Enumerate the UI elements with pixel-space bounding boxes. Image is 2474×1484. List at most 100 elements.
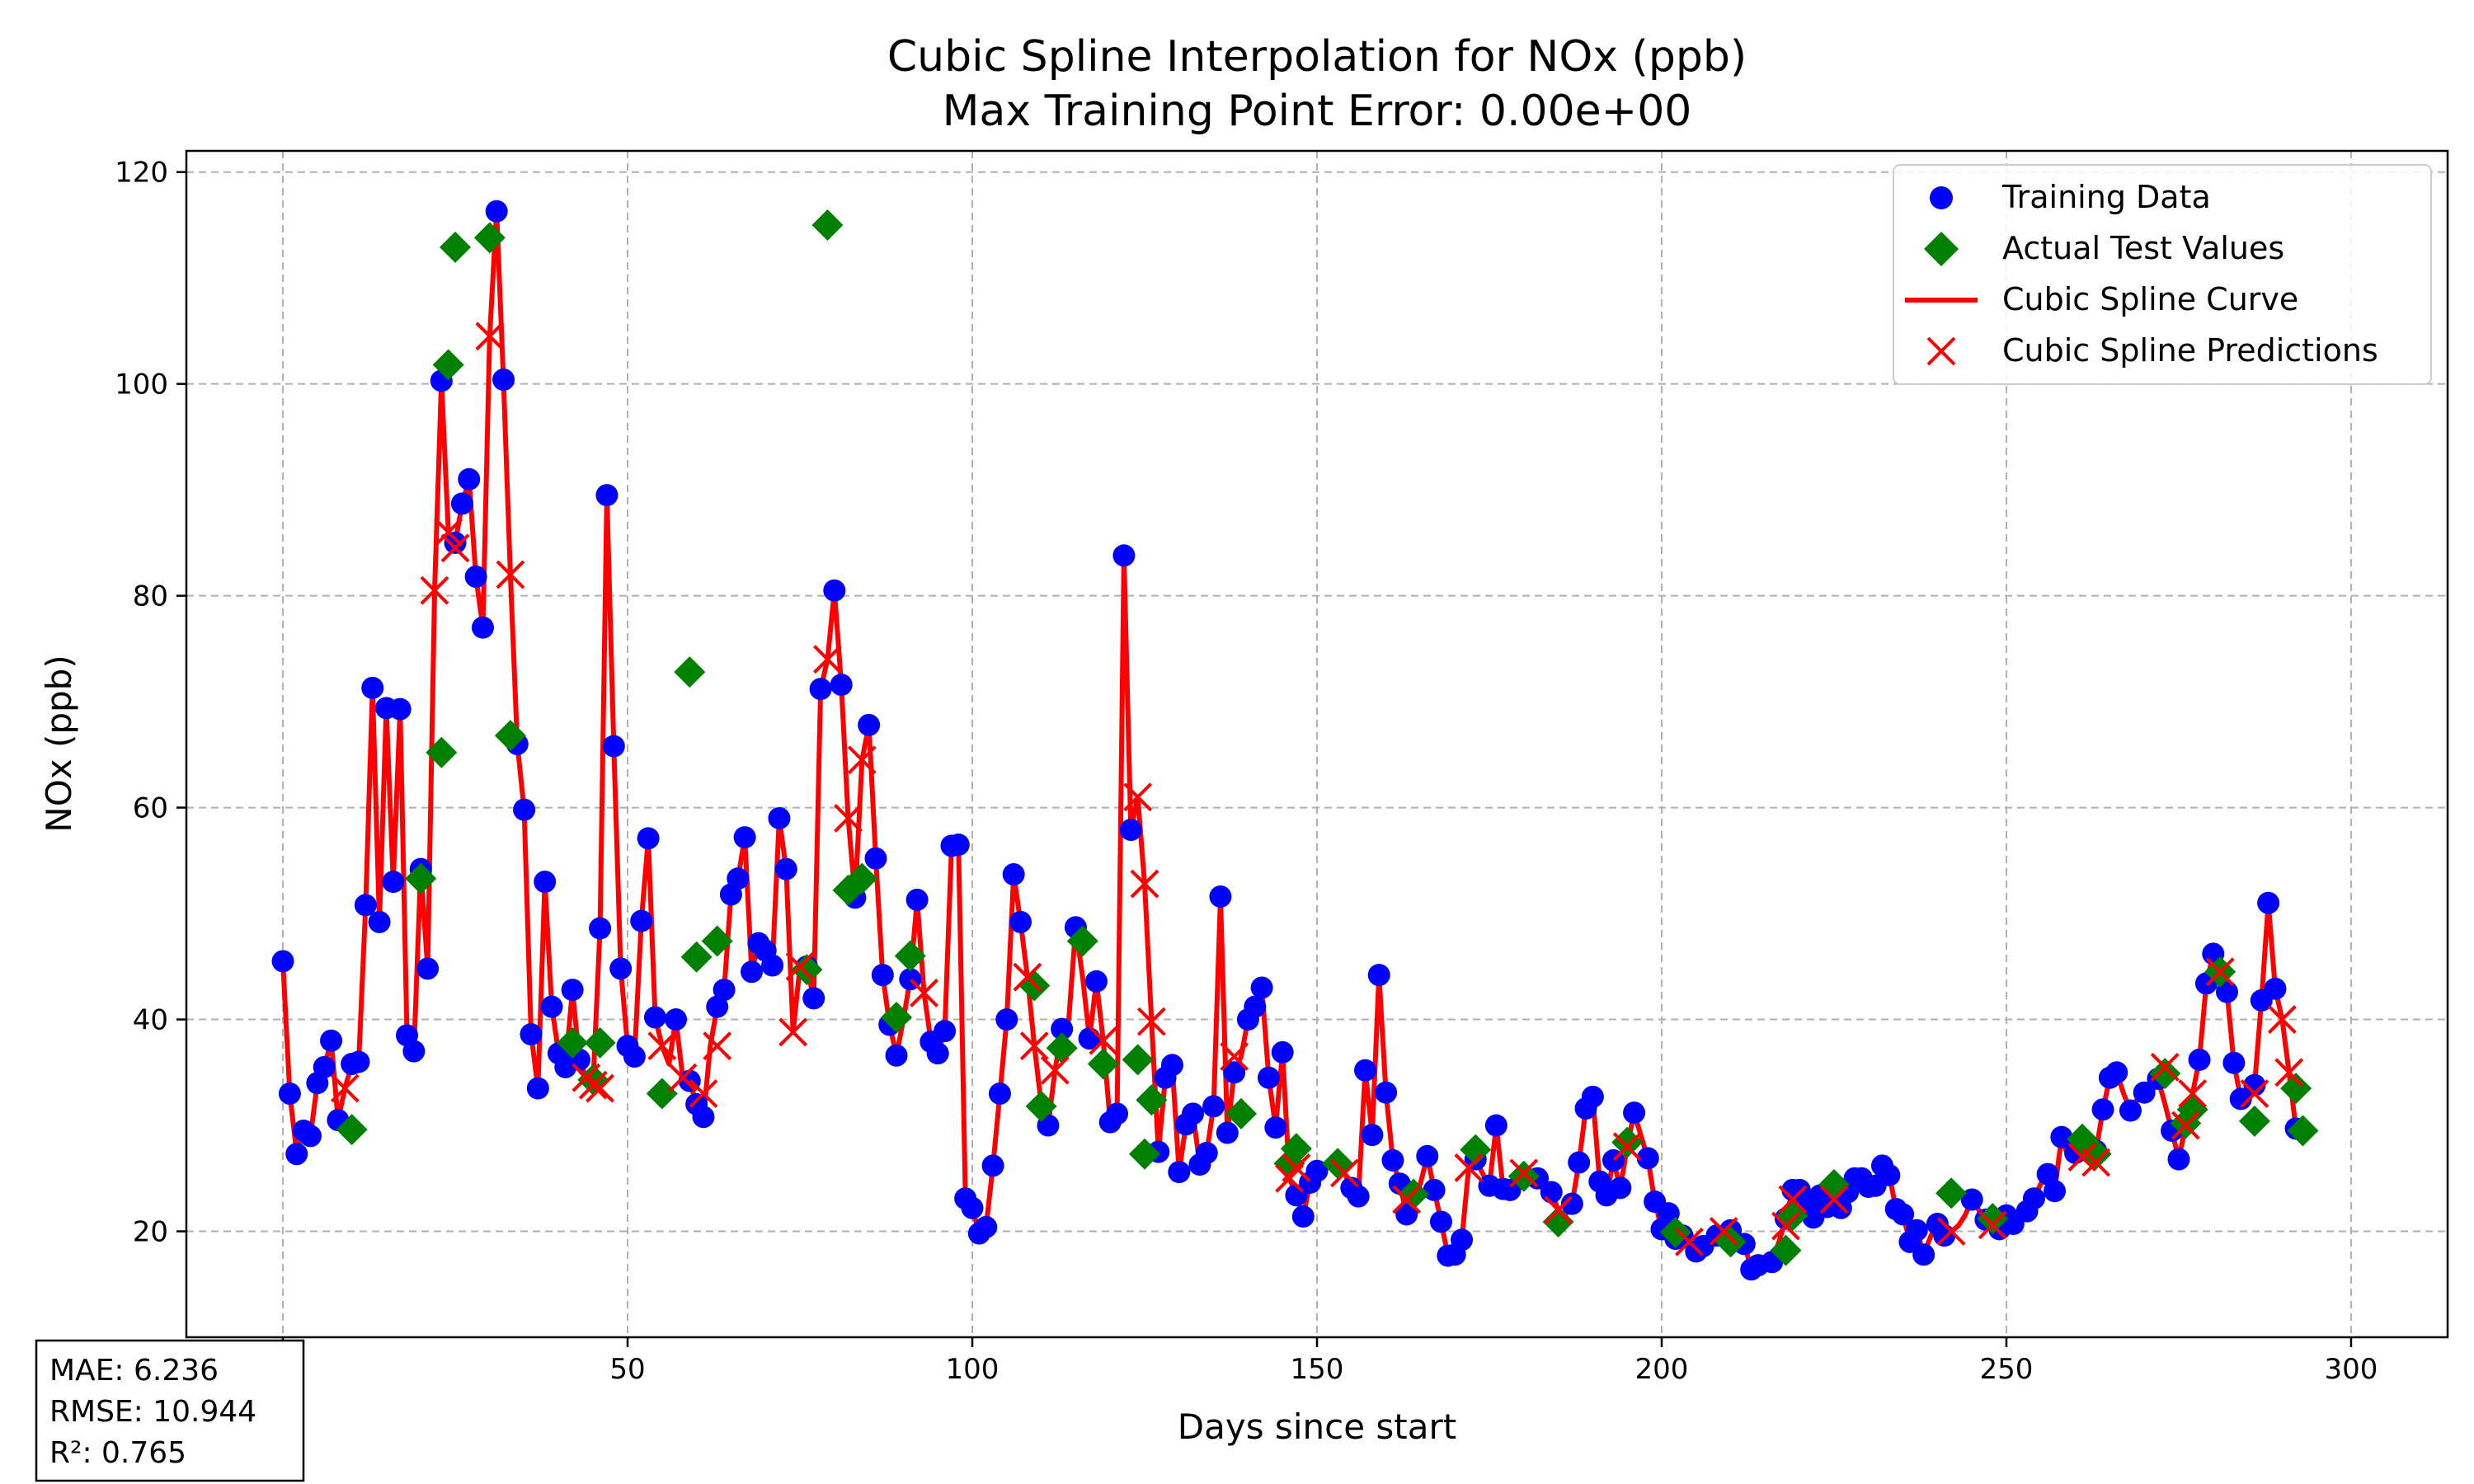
training-data-point [1009,910,1032,933]
spline-prediction-point [2205,957,2235,987]
training-data-point [1912,1243,1935,1266]
y-tick-label: 60 [133,792,168,825]
training-data-point [761,954,784,977]
y-tick-label: 20 [133,1216,168,1249]
training-data-point [313,1055,336,1078]
spline-prediction-point [785,951,815,981]
spline-prediction-point [647,1031,677,1061]
spline-prediction-point [668,1063,698,1092]
actual-test-value-point [1611,1126,1644,1158]
training-data-point [858,713,881,736]
spline-prediction-point [703,1031,732,1061]
training-data-point [492,369,515,392]
training-data-point [1581,1085,1604,1108]
training-data-point [643,1006,666,1029]
training-data-point [1395,1203,1418,1226]
actual-test-value-point [846,862,878,895]
spline-prediction-point [2178,1079,2208,1108]
training-data-point [1354,1059,1377,1082]
spline-prediction-point [910,979,938,1007]
spline-prediction-point [1392,1185,1422,1214]
training-data-point [1202,1095,1225,1118]
training-data-point [2167,1148,2190,1171]
training-data-point [1933,1224,1956,1247]
spline-prediction-point [2081,1148,2111,1177]
actual-test-value-point [1507,1160,1540,1192]
actual-test-value-point [494,720,526,752]
actual-test-value-point [2287,1115,2319,1147]
actual-test-value-point [1122,1044,1154,1076]
training-data-point [774,857,797,881]
training-data-point [981,1154,1004,1177]
training-data-point [637,827,660,850]
spline-prediction-point [420,575,449,605]
training-data-point [458,467,481,491]
training-data-point [741,960,763,984]
actual-test-value-point [1659,1216,1691,1248]
training-data-point [1264,1116,1287,1139]
spline-prediction-point [330,1073,360,1103]
spline-prediction-point [586,1073,614,1103]
spline-prediction-point [1040,1055,1070,1085]
training-data-point [1195,1141,1218,1164]
training-data-point [1160,1054,1183,1077]
actual-test-value-point [680,941,713,973]
spline-prediction-point [1282,1153,1311,1182]
training-data-point [2222,1051,2246,1074]
actual-test-value-point [2149,1058,2181,1090]
actual-test-value-point [336,1114,368,1146]
training-data-point [1112,544,1136,567]
training-data-point [1568,1151,1591,1174]
training-data-point [444,531,467,554]
spline-prediction-point [2267,1005,2297,1034]
actual-test-value-point [701,925,733,957]
training-data-point [271,950,294,973]
training-data-point [450,492,473,515]
spline-prediction-point [778,1017,808,1047]
training-data-point [947,834,970,857]
training-data-point [926,1042,949,1065]
spline-prediction-point [1544,1195,1573,1225]
training-data-point [802,987,825,1010]
training-data-point [830,674,853,697]
stats-r2: R²: 0.765 [49,1436,186,1470]
actual-test-value-point [426,736,458,768]
training-data-point [727,867,750,890]
spline-prediction-point [1709,1217,1738,1246]
training-data-point [1375,1081,1398,1104]
training-data-point [905,888,929,911]
training-data-point [823,579,846,602]
actual-test-value-point [1935,1177,1968,1209]
chart-title: Cubic Spline Interpolation for NOx (ppb) [887,32,1747,82]
training-data-point [885,1044,908,1067]
spline-prediction-point [1220,1042,1249,1071]
x-tick-label: 200 [1635,1353,1689,1386]
training-data-point [1250,976,1273,999]
training-data-point [623,1045,646,1068]
training-data-point [561,979,584,1002]
spline-prediction-point [2171,1111,2200,1140]
y-tick-label: 40 [133,1004,168,1037]
training-data-point [1291,1205,1315,1228]
markers-layer [271,200,2319,1281]
spline-prediction-point [1978,1210,2007,1240]
x-tick-label: 300 [2325,1353,2378,1386]
y-tick-label: 100 [115,369,168,402]
training-data-point [1257,1066,1280,1089]
training-data-point [299,1125,322,1148]
training-data-point [1960,1188,1983,1211]
spline-prediction-point [1013,962,1042,992]
spline-prediction-point [1123,782,1153,812]
spline-prediction-point [2274,1058,2304,1087]
legend-label-actual-test-values: Actual Test Values [2002,230,2284,266]
training-data-point [995,1008,1018,1031]
actual-test-value-point [1977,1203,2009,1235]
training-data-point [988,1082,1011,1105]
training-data-point [961,1196,984,1219]
training-data-point [2215,980,2238,1003]
training-data-point [485,200,508,223]
spline-prediction-point [834,804,863,833]
spline-prediction-point [440,533,470,563]
training-data-point [2022,1187,2045,1210]
spline-prediction-point [1019,1031,1049,1061]
